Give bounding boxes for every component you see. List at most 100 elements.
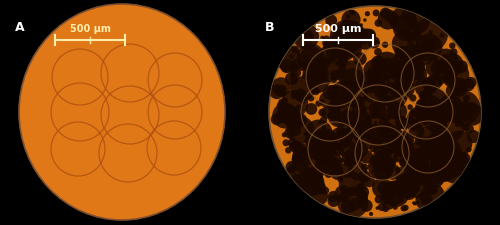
Point <box>400 181 407 185</box>
Point <box>358 194 366 198</box>
Point <box>328 141 336 144</box>
Point <box>396 67 404 71</box>
Circle shape <box>336 119 365 147</box>
Text: 500 μm: 500 μm <box>70 24 110 34</box>
Point <box>318 143 326 147</box>
Point <box>372 42 380 45</box>
Point <box>272 118 280 122</box>
Circle shape <box>352 142 368 158</box>
Point <box>449 173 457 176</box>
Point <box>458 166 466 169</box>
Point <box>336 51 344 54</box>
Point <box>362 85 370 89</box>
Point <box>458 87 466 90</box>
Point <box>320 126 328 129</box>
Point <box>378 151 386 155</box>
Point <box>321 165 329 168</box>
Point <box>450 51 458 55</box>
Point <box>426 86 434 89</box>
Point <box>425 119 433 123</box>
Point <box>440 140 448 144</box>
Point <box>297 61 305 64</box>
Point <box>356 58 364 61</box>
Point <box>336 137 344 141</box>
Point <box>288 145 296 148</box>
Point <box>404 184 411 188</box>
Point <box>376 156 384 159</box>
Point <box>384 18 392 22</box>
Point <box>378 205 386 209</box>
Point <box>380 187 388 190</box>
Point <box>290 94 298 98</box>
Point <box>372 132 380 136</box>
Point <box>314 171 322 175</box>
Point <box>354 31 362 34</box>
Point <box>382 106 390 110</box>
Point <box>436 162 444 166</box>
Point <box>308 73 316 76</box>
Point <box>429 189 437 192</box>
Point <box>280 99 288 103</box>
Point <box>412 126 420 129</box>
Point <box>330 78 338 82</box>
Point <box>356 120 364 123</box>
Point <box>390 94 398 97</box>
Point <box>352 202 360 206</box>
Point <box>370 106 378 110</box>
Point <box>354 169 362 173</box>
Point <box>295 179 303 183</box>
Point <box>320 62 328 65</box>
Point <box>419 152 427 155</box>
Point <box>321 140 329 144</box>
Point <box>434 133 442 136</box>
Point <box>392 93 400 97</box>
Point <box>401 127 409 131</box>
Point <box>343 122 351 125</box>
Point <box>384 62 392 66</box>
Point <box>399 122 407 125</box>
Point <box>465 148 473 152</box>
Point <box>454 90 462 94</box>
Point <box>452 85 460 88</box>
Point <box>400 207 407 210</box>
Point <box>328 135 336 139</box>
Point <box>456 83 464 86</box>
Point <box>429 53 437 57</box>
Point <box>356 186 364 190</box>
Circle shape <box>372 162 380 169</box>
Point <box>366 34 374 38</box>
Point <box>318 100 326 104</box>
Point <box>381 136 389 140</box>
Point <box>446 77 454 81</box>
Point <box>366 76 374 80</box>
Point <box>355 143 363 147</box>
Point <box>383 19 391 22</box>
Point <box>313 80 321 84</box>
Point <box>400 87 408 90</box>
Point <box>304 36 312 40</box>
Point <box>316 121 324 125</box>
Circle shape <box>309 134 325 150</box>
Point <box>460 113 468 117</box>
Point <box>370 41 378 45</box>
Point <box>410 111 418 115</box>
Point <box>401 43 409 46</box>
Point <box>442 171 450 175</box>
Point <box>369 170 377 173</box>
Point <box>297 148 305 151</box>
Circle shape <box>379 113 402 136</box>
Point <box>354 135 362 139</box>
Point <box>380 67 388 70</box>
Point <box>326 141 334 145</box>
Circle shape <box>361 115 392 145</box>
Point <box>434 70 442 73</box>
Point <box>422 95 430 99</box>
Point <box>284 57 292 61</box>
Point <box>358 132 366 135</box>
Point <box>425 85 433 89</box>
Point <box>372 12 380 16</box>
Point <box>368 75 376 79</box>
Point <box>418 64 426 68</box>
Circle shape <box>356 104 363 112</box>
Point <box>405 177 413 181</box>
